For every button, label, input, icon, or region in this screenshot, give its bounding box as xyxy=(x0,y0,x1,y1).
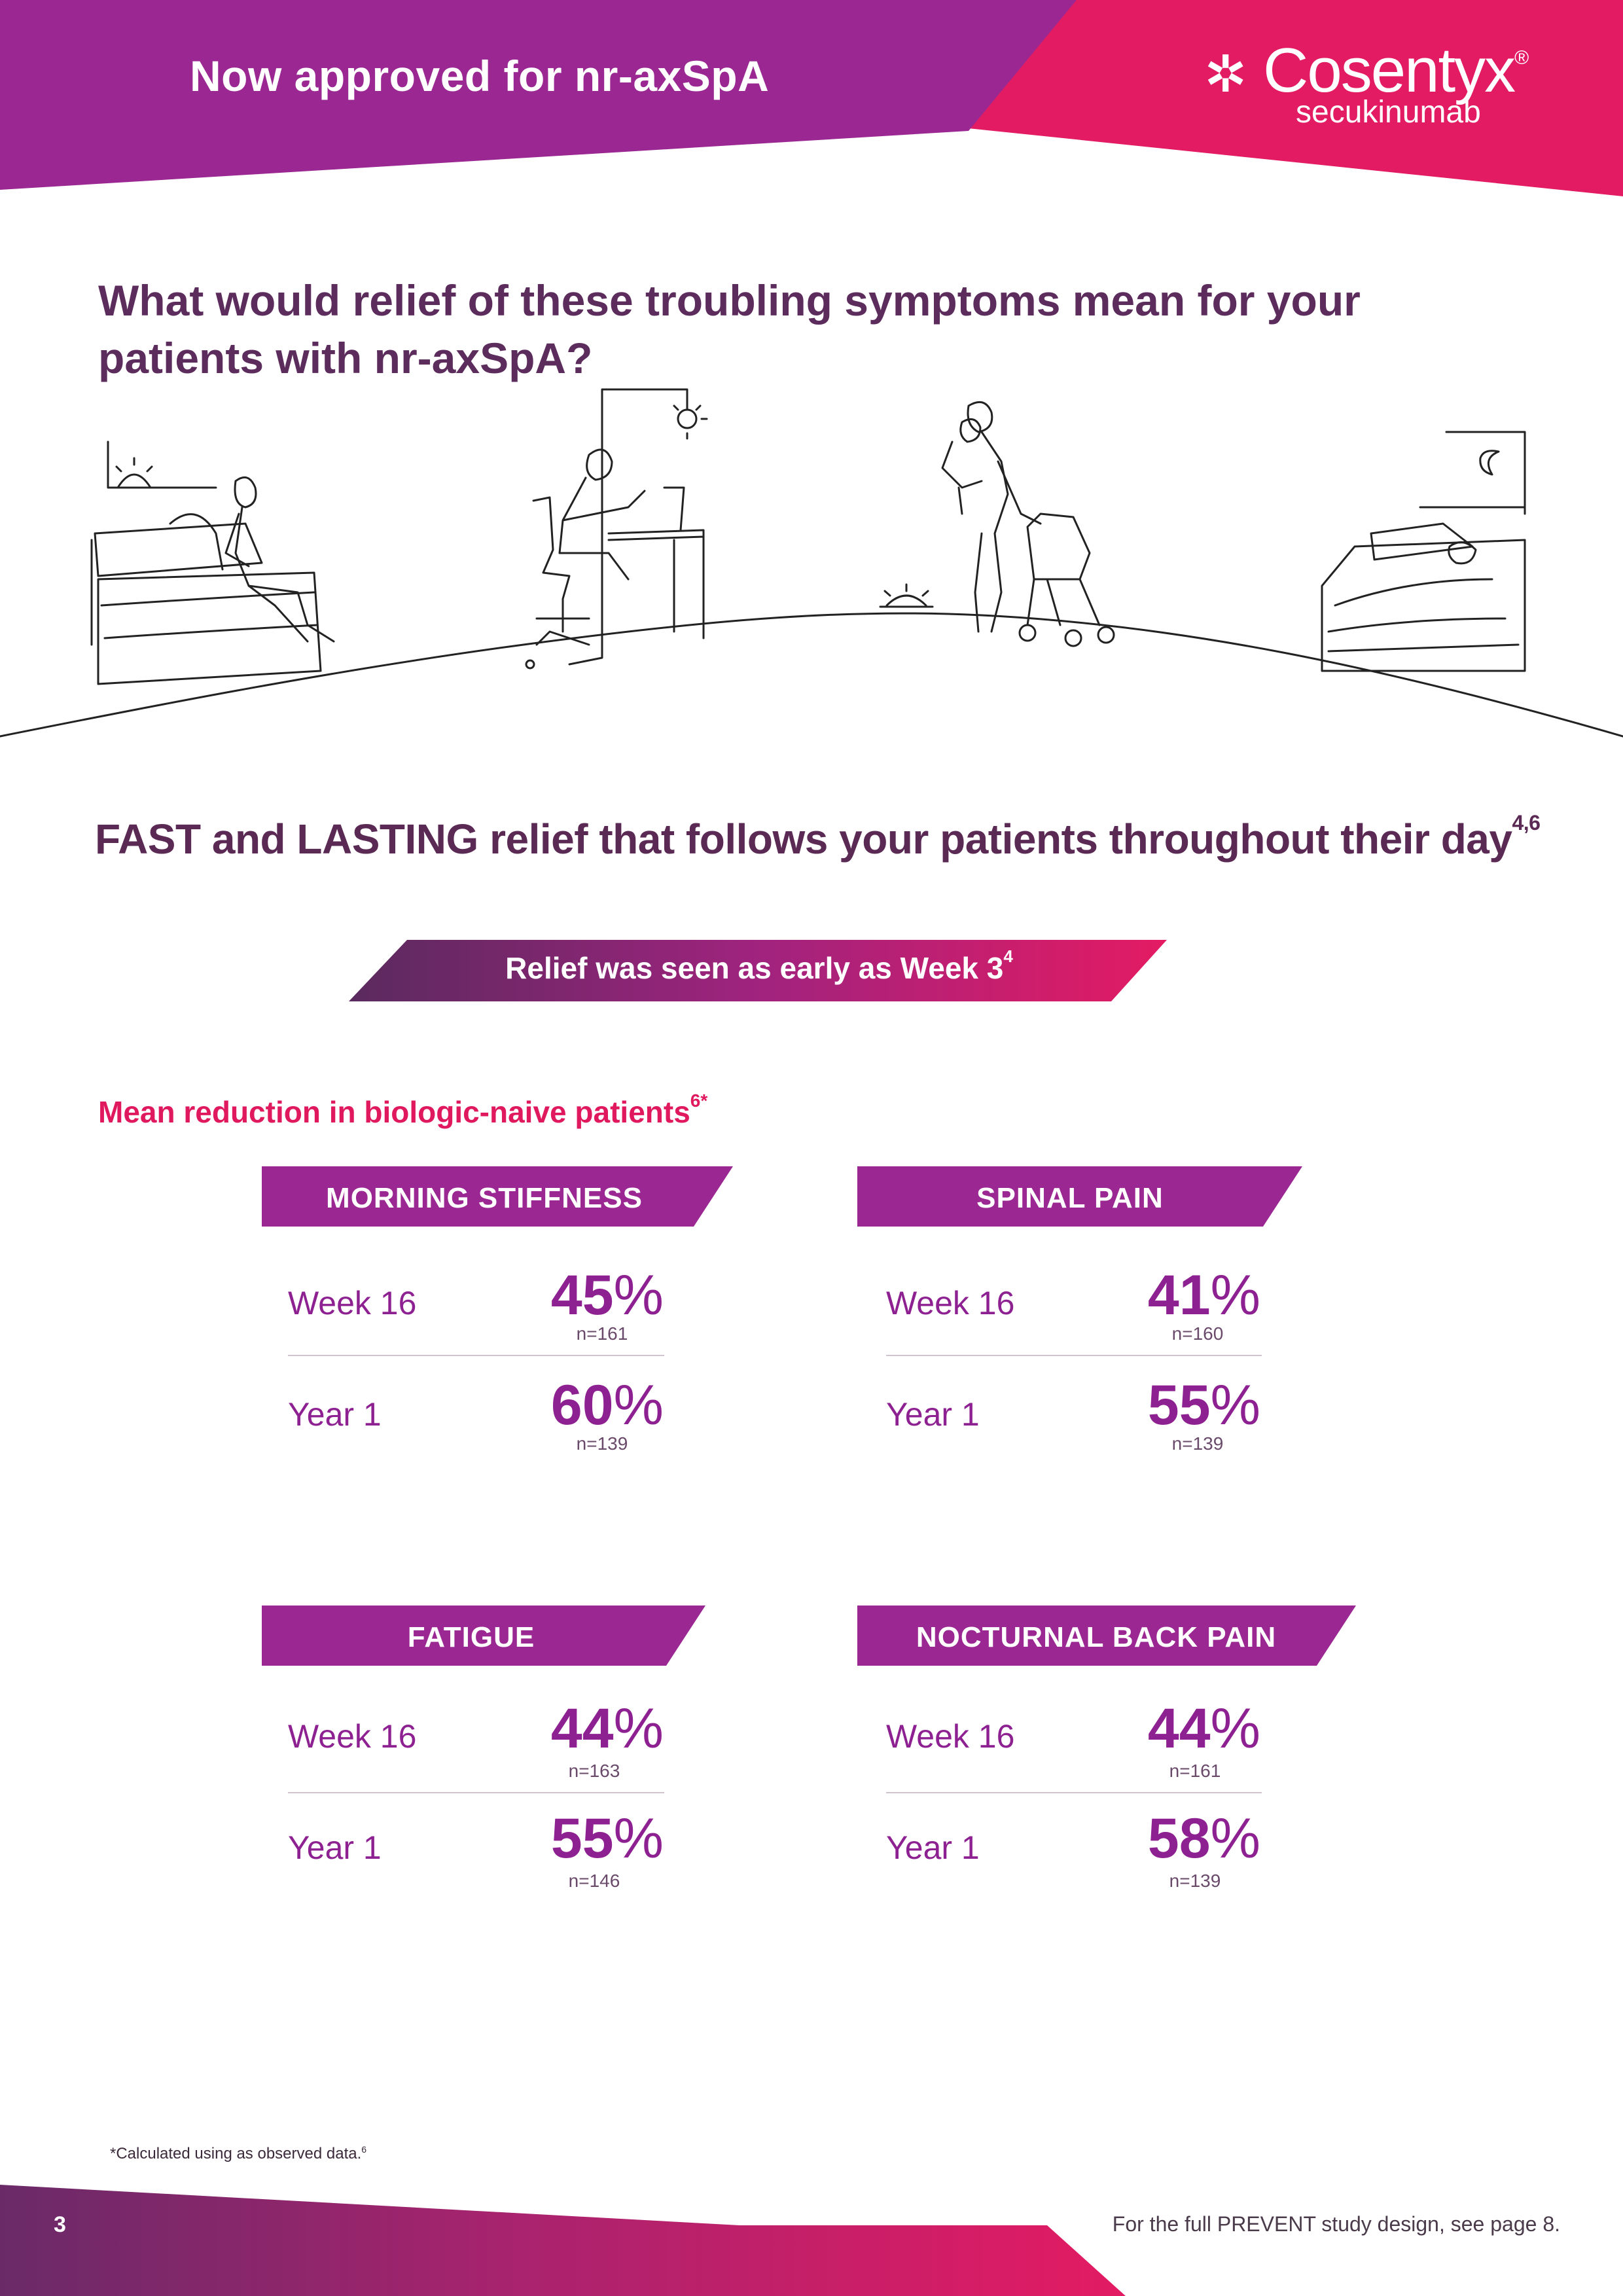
logo-registered: ® xyxy=(1514,47,1529,69)
percent-sign: % xyxy=(1210,1807,1260,1870)
sample-size: n=161 xyxy=(1169,1761,1221,1781)
page-number: 3 xyxy=(54,2212,66,2237)
sample-size: n=139 xyxy=(576,1433,628,1454)
percent-number: 55 xyxy=(550,1807,614,1870)
row-label: Week 16 xyxy=(288,1285,417,1321)
percent-number: 58 xyxy=(1147,1807,1211,1870)
row-label: Year 1 xyxy=(288,1396,382,1433)
banner-label: Relief was seen as early as Week 3 xyxy=(505,951,1004,985)
percent-value: 45% xyxy=(467,1263,664,1328)
percent-number: 45 xyxy=(550,1264,614,1327)
sample-size: n=160 xyxy=(1171,1323,1224,1344)
percent-number: 60 xyxy=(550,1374,614,1437)
headline-text: FAST and LASTING relief that follows you… xyxy=(95,816,1512,863)
card-title: MORNING STIFFNESS xyxy=(326,1182,643,1214)
percent-value: 55% xyxy=(1064,1373,1260,1438)
header-title: Now approved for nr-axSpA xyxy=(190,52,770,100)
card-header-background xyxy=(857,1166,1302,1227)
percent-value: 44% xyxy=(1064,1696,1260,1761)
percent-number: 55 xyxy=(1147,1374,1211,1437)
headline-ref: 4,6 xyxy=(1512,811,1541,834)
footnote-ref: 6 xyxy=(361,2144,367,2155)
percent-sign: % xyxy=(613,1264,664,1327)
percent-number: 44 xyxy=(550,1697,614,1760)
row-label: Week 16 xyxy=(288,1718,417,1755)
logo-mark-icon: ✲ xyxy=(1204,45,1247,103)
card-header-background xyxy=(262,1166,733,1227)
sample-size: n=139 xyxy=(1171,1433,1224,1454)
main-headline: FAST and LASTING relief that follows you… xyxy=(95,811,1541,863)
percent-sign: % xyxy=(1210,1374,1260,1437)
patients-daily-life-line-illustration xyxy=(0,388,1623,738)
row-label: Year 1 xyxy=(886,1829,980,1866)
percent-number: 41 xyxy=(1147,1264,1211,1327)
banner-ref: 4 xyxy=(1003,946,1013,966)
percent-value: 58% xyxy=(1064,1806,1260,1871)
percent-sign: % xyxy=(1210,1264,1260,1327)
results-subheading: Mean reduction in biologic-naive patient… xyxy=(98,1090,707,1130)
card-title: NOCTURNAL BACK PAIN xyxy=(916,1621,1277,1653)
brand-logo: ✲ Cosentyx® secukinumab xyxy=(1204,39,1529,130)
sample-size: n=161 xyxy=(576,1323,628,1344)
row-divider xyxy=(886,1792,1262,1793)
percent-value: 60% xyxy=(467,1373,664,1438)
footnote-text: *Calculated using as observed data. xyxy=(110,2145,362,2162)
logo-generic: secukinumab xyxy=(1296,95,1481,130)
row-divider xyxy=(288,1355,664,1356)
subheading-ref: 6* xyxy=(690,1090,708,1111)
row-label: Week 16 xyxy=(886,1285,1015,1321)
percent-value: 41% xyxy=(1064,1263,1260,1328)
card-header-background xyxy=(262,1605,705,1666)
percent-sign: % xyxy=(1210,1697,1260,1760)
percent-sign: % xyxy=(613,1374,664,1437)
banner-text: Relief was seen as early as Week 34 xyxy=(347,946,1171,986)
row-label: Year 1 xyxy=(288,1829,382,1866)
subheading-text: Mean reduction in biologic-naive patient… xyxy=(98,1095,690,1129)
row-label: Week 16 xyxy=(886,1718,1015,1755)
percent-value: 44% xyxy=(467,1696,664,1761)
footer-note: For the full PREVENT study design, see p… xyxy=(1112,2212,1560,2236)
percent-number: 44 xyxy=(1147,1697,1211,1760)
row-label: Year 1 xyxy=(886,1396,980,1433)
card-title: SPINAL PAIN xyxy=(976,1182,1164,1214)
logo-brand: Cosentyx xyxy=(1263,35,1516,105)
header-background xyxy=(0,0,1623,196)
row-divider xyxy=(886,1355,1262,1356)
percent-value: 55% xyxy=(467,1806,664,1871)
percent-sign: % xyxy=(613,1697,664,1760)
sample-size: n=146 xyxy=(568,1871,620,1891)
card-header-background xyxy=(857,1605,1356,1666)
percent-sign: % xyxy=(613,1807,664,1870)
footer-background xyxy=(0,2185,1126,2296)
sample-size: n=139 xyxy=(1169,1871,1221,1891)
row-divider xyxy=(288,1792,664,1793)
banner-background xyxy=(349,940,1167,1001)
footnote: *Calculated using as observed data.6 xyxy=(110,2144,366,2163)
sample-size: n=163 xyxy=(568,1761,620,1781)
question-heading: What would relief of these troubling sym… xyxy=(98,276,1361,382)
card-title: FATIGUE xyxy=(407,1621,535,1653)
